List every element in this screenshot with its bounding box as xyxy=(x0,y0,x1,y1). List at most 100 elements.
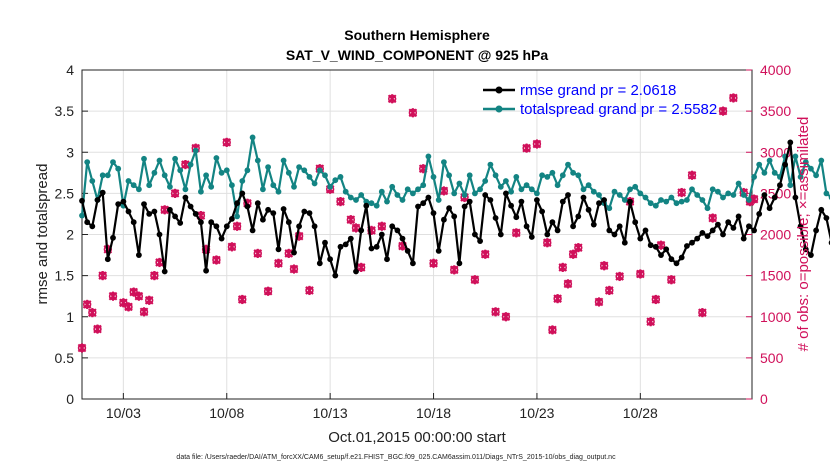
totalspread-point xyxy=(115,165,122,172)
rmse-point xyxy=(115,201,122,208)
rmse-point xyxy=(213,223,220,230)
totalspread-point xyxy=(275,188,282,195)
obs-assimilated-marker xyxy=(677,187,686,198)
rmse-point xyxy=(327,256,333,263)
rmse-point xyxy=(337,243,344,250)
rmse-point xyxy=(291,249,297,256)
totalspread-point xyxy=(585,182,592,189)
rmse-point xyxy=(172,213,179,220)
rmse-point xyxy=(130,219,137,226)
obs-assimilated-marker xyxy=(284,248,294,259)
rmse-point xyxy=(234,200,241,207)
totalspread-point xyxy=(709,186,716,193)
rmse-point xyxy=(497,231,504,238)
y-tick-label-right: 3500 xyxy=(760,103,791,119)
totalspread-point xyxy=(378,188,385,195)
obs-assimilated-marker xyxy=(429,258,438,268)
obs-assimilated-marker xyxy=(548,325,557,335)
totalspread-point xyxy=(441,159,447,166)
obs-assimilated-marker xyxy=(212,255,221,265)
rmse-point xyxy=(198,219,204,226)
rmse-point xyxy=(94,197,101,203)
y-tick-label-left: 3 xyxy=(66,144,74,160)
rmse-point xyxy=(559,198,566,205)
totalspread-point xyxy=(358,192,365,198)
rmse-point xyxy=(435,248,442,254)
rmse-point xyxy=(275,246,282,253)
rmse-point xyxy=(410,260,416,267)
rmse-point xyxy=(720,231,726,238)
totalspread-point xyxy=(337,174,344,180)
totalspread-point xyxy=(182,186,189,193)
totalspread-point xyxy=(104,172,111,179)
rmse-point xyxy=(792,194,799,201)
totalspread-point xyxy=(746,197,752,203)
rmse-point xyxy=(296,223,302,230)
totalspread-point xyxy=(503,178,509,184)
totalspread-point xyxy=(244,167,251,174)
rmse-point xyxy=(472,231,478,238)
y-tick-label-left: 4 xyxy=(66,62,74,78)
totalspread-point xyxy=(270,182,277,189)
rmse-point xyxy=(808,252,814,258)
y-tick-label-right: 4000 xyxy=(760,62,791,78)
totalspread-point xyxy=(673,200,680,207)
totalspread-point xyxy=(435,197,442,203)
obs-assimilated-marker xyxy=(232,221,242,231)
obs-assimilated-marker xyxy=(377,221,387,231)
obs-assimilated-marker xyxy=(93,324,102,334)
rmse-point xyxy=(84,219,91,226)
obs-assimilated-marker xyxy=(532,139,542,149)
rmse-point xyxy=(161,268,168,275)
rmse-point xyxy=(549,219,556,226)
rmse-point xyxy=(694,235,701,242)
totalspread-point xyxy=(446,172,452,179)
totalspread-point xyxy=(792,153,799,160)
totalspread-point xyxy=(797,174,804,180)
rmse-point xyxy=(332,272,339,279)
totalspread-point xyxy=(508,188,514,195)
totalspread-point xyxy=(373,202,380,209)
totalspread-point xyxy=(254,157,261,164)
totalspread-point xyxy=(291,183,297,190)
rmse-point xyxy=(735,213,742,220)
y-tick-label-right: 0 xyxy=(760,391,768,407)
rmse-point xyxy=(709,227,716,234)
rmse-line xyxy=(80,141,830,277)
totalspread-point xyxy=(658,197,664,203)
x-tick-label: 10/13 xyxy=(313,405,348,421)
totalspread-point xyxy=(684,197,690,203)
totalspread-point xyxy=(167,183,173,190)
rmse-point xyxy=(260,216,266,223)
y-tick-label-left: 2.5 xyxy=(55,185,75,201)
rmse-point xyxy=(751,227,757,234)
totalspread-point xyxy=(223,167,230,174)
totalspread-point xyxy=(766,157,773,164)
chart-title-line1: Southern Hemisphere xyxy=(344,27,490,43)
rmse-point xyxy=(384,256,390,263)
rmse-point xyxy=(270,210,277,217)
rmse-point xyxy=(99,189,106,196)
rmse-point xyxy=(187,203,194,210)
totalspread-point xyxy=(332,177,339,184)
rmse-point xyxy=(611,231,618,238)
rmse-point xyxy=(347,235,354,242)
totalspread-point xyxy=(565,161,571,168)
y-tick-label-left: 3.5 xyxy=(55,103,75,119)
obs-assimilated-marker xyxy=(687,170,697,180)
totalspread-point xyxy=(580,186,587,193)
y-tick-label-right: 500 xyxy=(760,350,784,366)
x-tick-label: 10/23 xyxy=(519,405,554,421)
totalspread-point xyxy=(456,180,463,187)
obs-assimilated-marker xyxy=(656,240,666,250)
obs-assimilated-marker xyxy=(305,285,314,296)
totalspread-point xyxy=(642,194,649,201)
obs-assimilated-marker xyxy=(501,312,511,322)
totalspread-point xyxy=(616,192,623,198)
rmse-point xyxy=(508,202,514,209)
rmse-point xyxy=(182,194,189,201)
rmse-point xyxy=(601,197,607,203)
obs-assimilated-marker xyxy=(181,159,190,170)
rmse-point xyxy=(528,234,535,240)
obs-assimilated-marker xyxy=(729,93,738,103)
